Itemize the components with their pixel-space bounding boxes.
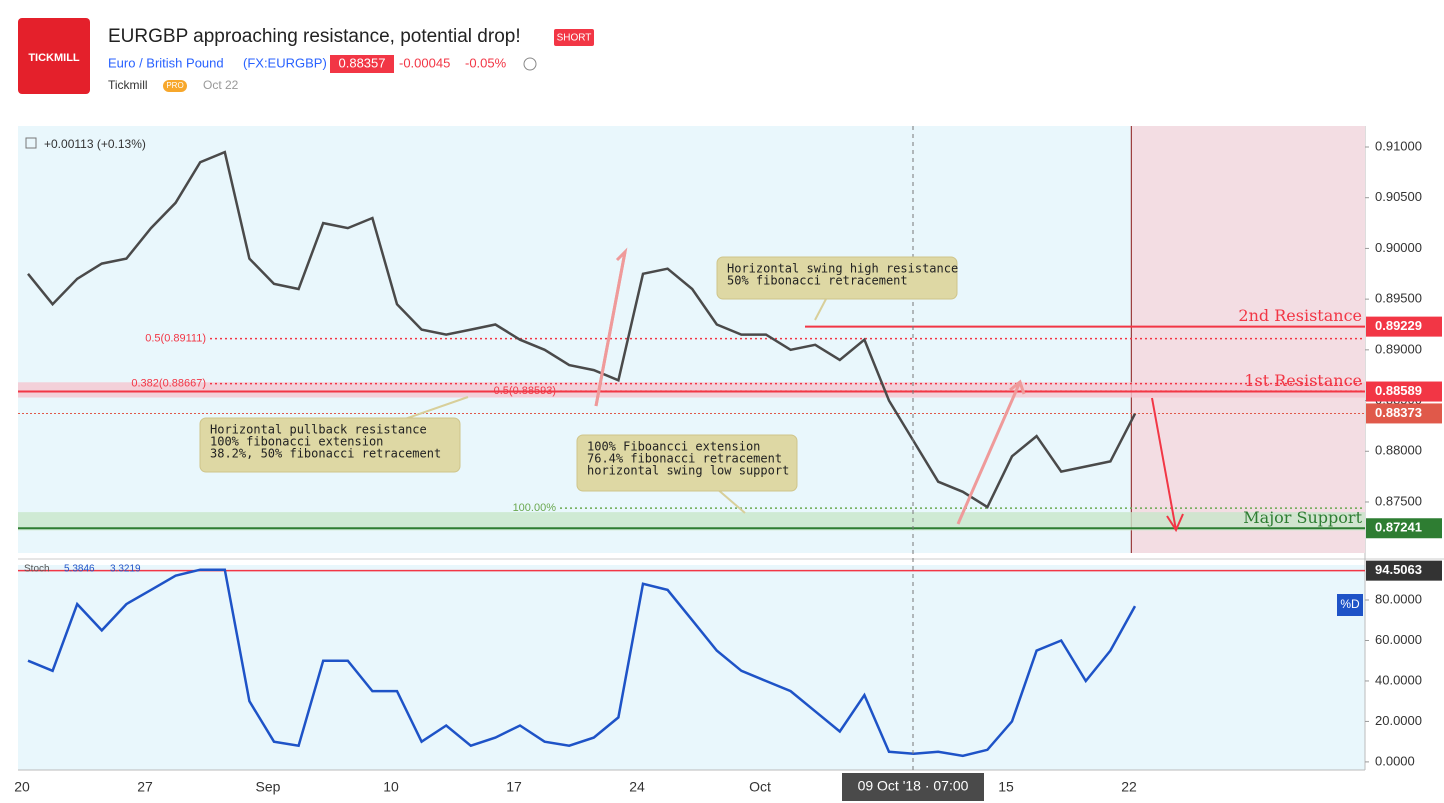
y-tick-label: 0.89500	[1375, 291, 1422, 306]
badge	[554, 29, 594, 46]
note-box	[199, 417, 461, 473]
note-line: 38.2%, 50% fibonacci retracement	[210, 447, 441, 461]
price-line	[27, 568, 1137, 758]
x-tick-label: 22	[1121, 779, 1137, 795]
symbol-name[interactable]: Euro / British Pound	[108, 55, 224, 70]
y-tick-label: 0.90500	[1375, 189, 1422, 204]
x-tick-label: 24	[629, 779, 645, 795]
price-box-label: 94.5063	[1375, 562, 1422, 577]
arrow	[594, 251, 627, 407]
series-badge-label: %D	[1340, 597, 1360, 611]
price-box	[1366, 560, 1442, 581]
price-box-label: 0.88373	[1375, 405, 1422, 420]
x-tick-label: 10	[383, 779, 399, 795]
change-pct: -0.05%	[465, 55, 507, 70]
price-box-label: 0.87241	[1375, 520, 1422, 535]
note-line: 76.4% fibonacci retracement	[587, 452, 782, 466]
note-line: Horizontal swing high resistance	[727, 262, 958, 276]
y-tick-label: 0.90000	[1375, 240, 1422, 255]
stoch-value: 5.3846	[64, 564, 95, 575]
stoch-value: 3.3219	[110, 564, 141, 575]
logo	[18, 18, 90, 94]
note-line: 100% Fiboancci extension	[587, 440, 760, 454]
y-tick-label: 20.0000	[1375, 713, 1422, 728]
fib-label: 0.5(0.89111)	[145, 332, 206, 344]
stoch-pane	[18, 565, 1365, 770]
arrow-head	[1009, 379, 1026, 395]
change-label: +0.00113 (+0.13%)	[44, 137, 146, 151]
pro-badge	[163, 80, 187, 92]
price-box	[1366, 403, 1442, 424]
pro-text: PRO	[166, 81, 183, 90]
fib-label: 100.00%	[513, 502, 557, 514]
price: 0.88357	[339, 55, 386, 70]
note-line: 50% fibonacci retracement	[727, 274, 908, 288]
y-tick-label: 80.0000	[1375, 591, 1422, 606]
note-line: horizontal swing low support	[587, 464, 789, 478]
price-box	[1366, 316, 1442, 337]
logo-text: TICKMILL	[28, 52, 80, 64]
note-line: Horizontal pullback resistance	[210, 423, 427, 437]
change: -0.00045	[399, 55, 450, 70]
level-label: 1st Resistance	[1244, 371, 1362, 390]
date: Oct 22	[203, 78, 239, 92]
y-tick-label: 40.0000	[1375, 672, 1422, 687]
note-box	[716, 256, 958, 300]
y-tick-label: 0.87500	[1375, 493, 1422, 508]
crosshair-label: 09 Oct '18 · 07:00	[858, 778, 969, 794]
price-box	[1366, 381, 1442, 402]
price-box-label: 0.89229	[1375, 318, 1422, 333]
x-tick-label: Sep	[256, 779, 281, 795]
x-tick-label: Oct	[749, 779, 771, 795]
arrow	[1151, 397, 1177, 531]
price-box	[1366, 518, 1442, 539]
y-tick-label: 0.0000	[1375, 753, 1415, 768]
badge-text: SHORT	[557, 33, 592, 44]
zone	[18, 382, 1365, 398]
price-box-label: 0.88589	[1375, 383, 1422, 398]
note-box	[576, 434, 798, 492]
stoch-title: Stoch	[24, 564, 50, 575]
idea-title: EURGBP approaching resistance, potential…	[108, 26, 521, 47]
x-tick-label: 27	[137, 779, 153, 795]
y-tick-label: 60.0000	[1375, 632, 1422, 647]
y-tick-label: 0.91000	[1375, 138, 1422, 153]
zone	[18, 512, 1365, 531]
arrow-head	[1166, 513, 1184, 533]
arrow	[956, 381, 1022, 525]
x-tick-label: 15	[998, 779, 1014, 795]
y-tick-label: 0.88000	[1375, 443, 1422, 458]
x-tick-label: 17	[506, 779, 522, 795]
alarm-icon[interactable]	[523, 57, 537, 71]
price-box	[330, 55, 394, 73]
y-tick-label: 0.89000	[1375, 341, 1422, 356]
collapse-icon[interactable]	[25, 137, 37, 149]
series-badge	[1337, 594, 1363, 616]
symbol[interactable]: (FX:EURGBP)	[243, 55, 327, 70]
forecast-zone	[1131, 126, 1365, 553]
level-label: Major Support	[1243, 508, 1362, 527]
price-line	[27, 150, 1137, 509]
fib-label: 0.382(0.88667)	[131, 378, 206, 390]
crosshair-box	[842, 773, 984, 801]
x-tick-label: 20	[14, 779, 30, 795]
level-label: 2nd Resistance	[1238, 306, 1362, 325]
note-line: 100% fibonacci extension	[210, 435, 383, 449]
author[interactable]: Tickmill	[108, 78, 148, 92]
